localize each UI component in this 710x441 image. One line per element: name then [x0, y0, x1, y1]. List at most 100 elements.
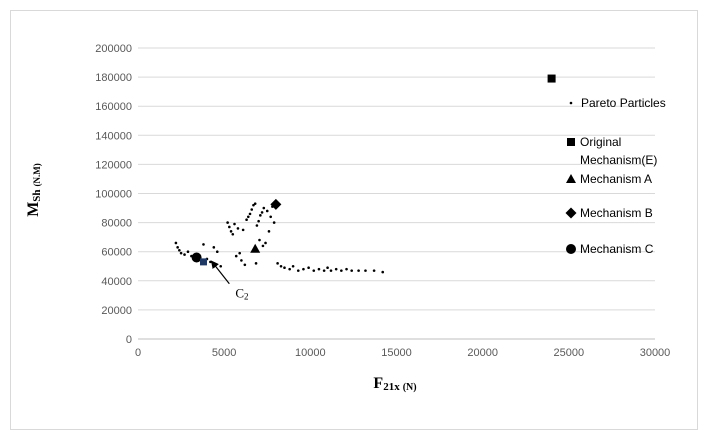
mechanism-c-point: [191, 252, 202, 263]
pareto-particles-point: [186, 250, 190, 253]
data-points: [174, 74, 556, 274]
pareto-particles-point: [209, 260, 212, 264]
y-tick-label: 120000: [95, 159, 132, 171]
annotation-arrow: [210, 260, 230, 285]
y-axis-title-main: M: [25, 202, 42, 217]
legend-marker-circle: [566, 244, 576, 254]
pareto-particles-point: [259, 214, 262, 217]
pareto-particles-point: [219, 264, 223, 268]
pareto-particles-point: [261, 244, 265, 248]
y-axis-title: MSh (N.M): [25, 163, 43, 217]
pareto-particles-point: [254, 262, 258, 265]
x-tick-label: 25000: [554, 347, 585, 359]
pareto-particles-point: [307, 266, 310, 270]
x-tick-label: 0: [135, 347, 141, 359]
pareto-particles-point: [226, 221, 229, 224]
pareto-particles-point: [250, 208, 254, 211]
pareto-particles-point: [345, 267, 348, 271]
mechanism-b-point: [270, 198, 282, 210]
x-tick-label: 15000: [381, 347, 412, 359]
legend-label: Mechanism C: [580, 242, 654, 256]
pareto-particles-point: [296, 269, 300, 272]
legend-label: Mechanism B: [580, 206, 653, 220]
pareto-particles-point: [257, 219, 260, 223]
legend-marker-triangle: [566, 174, 576, 183]
pareto-particles-point: [267, 230, 271, 233]
x-tick-label: 10000: [295, 347, 326, 359]
gridlines: [138, 47, 655, 311]
pareto-particles-point: [212, 246, 216, 249]
pareto-particles-point: [329, 269, 333, 272]
pareto-particles-point: [246, 215, 250, 219]
y-tick-label: 180000: [95, 72, 132, 84]
y-tick-label: 200000: [95, 43, 132, 55]
legend-label: Original: [580, 135, 621, 149]
pareto-particles-point: [233, 222, 236, 226]
legend-marker-square: [567, 138, 575, 146]
pareto-particles-point: [255, 224, 259, 227]
annotation-label: C2: [235, 286, 248, 302]
annotation-label-main: C: [235, 286, 244, 301]
pareto-particles-point: [350, 269, 353, 272]
pareto-particles-point: [178, 248, 181, 252]
legend: Pareto Particles Original Mechanism(E) Mech…: [565, 96, 666, 256]
pareto-particles-point: [340, 269, 343, 272]
pareto-particles-point: [174, 241, 178, 245]
legend-marker-diamond: [565, 207, 577, 219]
y-tick-label: 60000: [101, 247, 132, 259]
tick-labels: 0200004000060000800001000001200001400001…: [95, 43, 670, 359]
pareto-particles-point: [262, 206, 266, 210]
pareto-particles-point: [326, 266, 329, 270]
pareto-particles-point: [179, 251, 183, 255]
pareto-particles-point: [243, 263, 247, 267]
y-tick-label: 100000: [95, 189, 132, 201]
x-tick-label: 5000: [212, 347, 236, 359]
pareto-particles-point: [202, 243, 205, 246]
pareto-particles-point: [245, 218, 248, 221]
pareto-particles-point: [288, 267, 291, 271]
pareto-particles-point: [357, 269, 360, 272]
y-tick-label: 40000: [101, 276, 132, 288]
legend-label: Pareto Particles: [581, 96, 666, 110]
pareto-particles-point: [183, 253, 186, 256]
legend-label: Mechanism A: [580, 172, 652, 186]
y-tick-label: 0: [126, 334, 132, 346]
pareto-particles-point: [229, 230, 233, 233]
pareto-particles-point: [269, 215, 272, 219]
y-tick-label: 80000: [101, 218, 132, 230]
pareto-particles-point: [302, 267, 305, 271]
chart-frame: [10, 10, 698, 430]
pareto-particles-point: [334, 267, 338, 271]
legend-marker-dot: [569, 101, 573, 105]
pareto-particles-point: [215, 250, 219, 253]
x-axis-title-sub: 21x: [383, 381, 400, 393]
pareto-particles-point: [234, 254, 238, 258]
pareto-particles-point: [176, 246, 179, 249]
y-tick-label: 140000: [95, 130, 132, 142]
pareto-particles-point: [238, 251, 241, 255]
mechanism-a-point: [250, 243, 261, 253]
pareto-particles-point: [265, 209, 269, 213]
pareto-particles-point: [252, 203, 255, 207]
pareto-particles-point: [260, 211, 264, 214]
x-tick-label: 20000: [467, 347, 498, 359]
pareto-particles-point: [291, 264, 295, 268]
pareto-particles-point: [272, 221, 276, 224]
pareto-particles-point: [241, 228, 245, 232]
legend-label: Mechanism(E): [580, 153, 657, 167]
pareto-particles-point: [364, 269, 367, 272]
pareto-particles-point: [381, 270, 385, 274]
x-axis-title-main: F: [373, 375, 383, 392]
x-axis-title-unit: (N): [403, 382, 417, 393]
pareto-particles-point: [258, 238, 261, 242]
pareto-particles-point: [236, 227, 240, 230]
y-axis-title-unit: (N.M): [32, 163, 42, 186]
y-tick-label: 20000: [101, 305, 132, 317]
pareto-particles-point: [312, 269, 316, 272]
x-tick-label: 30000: [640, 347, 671, 359]
pareto-particles-point: [248, 212, 252, 216]
y-axis-title-sub: Sh: [31, 189, 43, 201]
y-tick-label: 160000: [95, 101, 132, 113]
original-mechanism-e-point: [547, 74, 556, 83]
